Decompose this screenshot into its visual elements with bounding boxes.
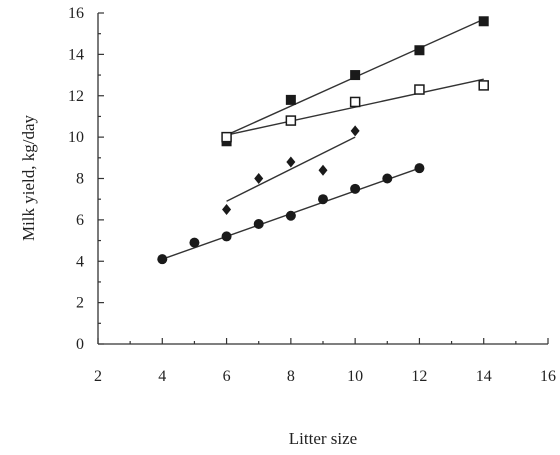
diamond-point — [222, 204, 231, 215]
x-tick-label: 10 — [347, 368, 363, 385]
diamond-point — [319, 165, 328, 176]
x-tick-label: 14 — [476, 368, 492, 385]
filled-square-point — [286, 95, 296, 105]
open-square-point — [351, 97, 360, 106]
x-tick-label: 12 — [411, 368, 427, 385]
circle-point — [350, 184, 360, 194]
y-tick-label: 0 — [76, 336, 84, 353]
open-square-point — [286, 116, 295, 125]
filled-square-point — [479, 16, 489, 26]
diamond-fit-line — [227, 137, 356, 201]
y-tick-label: 12 — [68, 88, 84, 105]
circle-point — [189, 238, 199, 248]
x-tick-label: 2 — [94, 368, 102, 385]
x-tick-label: 6 — [223, 368, 231, 385]
y-axis-title: Milk yield, kg/day — [19, 114, 38, 241]
circle-point — [254, 219, 264, 229]
circle-point — [414, 163, 424, 173]
open-square-point — [415, 85, 424, 94]
circle-point — [318, 194, 328, 204]
fit-lines — [162, 19, 483, 259]
diamond-point — [286, 156, 295, 167]
axis-ticks — [98, 13, 548, 344]
open-square-point — [222, 133, 231, 142]
filled-square-point — [350, 70, 360, 80]
x-tick-label: 4 — [158, 368, 166, 385]
y-tick-label: 16 — [68, 5, 84, 22]
x-axis-title: Litter size — [289, 429, 357, 448]
y-tick-label: 14 — [68, 46, 84, 63]
y-tick-label: 2 — [76, 295, 84, 312]
circle-point — [222, 231, 232, 241]
y-tick-label: 4 — [76, 253, 84, 270]
circle-point — [382, 174, 392, 184]
open-square-point — [479, 81, 488, 90]
diamond-point — [351, 125, 360, 136]
chart-axes — [98, 13, 548, 344]
y-tick-label: 8 — [76, 171, 84, 188]
x-tick-label: 8 — [287, 368, 295, 385]
filled-square-point — [414, 45, 424, 55]
x-tick-label: 16 — [540, 368, 556, 385]
y-tick-label: 6 — [76, 212, 84, 229]
circle-point — [286, 211, 296, 221]
diamond-point — [254, 173, 263, 184]
data-points — [157, 16, 488, 264]
y-tick-label: 10 — [68, 129, 84, 146]
circle-point — [157, 254, 167, 264]
